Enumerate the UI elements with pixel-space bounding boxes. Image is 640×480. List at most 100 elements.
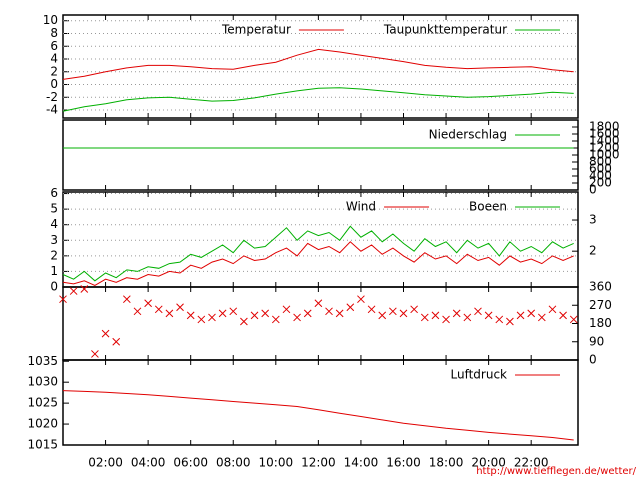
wind-direction-point — [133, 307, 142, 316]
series-line — [62, 390, 574, 441]
wind-direction-point — [59, 295, 67, 304]
wind-direction-point — [367, 305, 376, 314]
legend-label: Niederschlag — [429, 128, 507, 142]
y-tick-label: -2 — [46, 90, 58, 104]
wind-direction-point — [495, 315, 504, 324]
y-tick-label: 4 — [50, 217, 58, 231]
y-tick-label: 1035 — [27, 354, 58, 368]
wind-direction-point — [176, 303, 184, 312]
wind-direction-point — [218, 309, 227, 318]
y2-tick-label: 200 — [589, 176, 612, 190]
wind-direction-point — [537, 313, 546, 322]
x-tick-label: 10:00 — [259, 456, 294, 470]
y-tick-label: 1030 — [27, 375, 58, 389]
wind-direction-point — [463, 313, 472, 322]
wind-direction-point — [389, 307, 397, 316]
legend-label: Luftdruck — [450, 368, 507, 382]
wind-direction-point — [229, 307, 238, 316]
y2-tick-label: 1600 — [589, 127, 620, 141]
wind-direction-point — [122, 295, 131, 304]
x-tick-label: 16:00 — [386, 456, 421, 470]
y2-tick-label: 800 — [589, 155, 612, 169]
wind-direction-point — [484, 311, 493, 320]
y2-tick-label: 1400 — [589, 134, 620, 148]
series-line — [62, 241, 574, 286]
wind-direction-point — [325, 307, 333, 316]
y-tick-label: 4 — [50, 52, 58, 66]
wind-direction-point — [293, 313, 301, 322]
wind-direction-point — [335, 309, 344, 318]
y-tick-label: 8 — [50, 26, 58, 40]
wind-direction-point — [80, 285, 89, 293]
wind-direction-point — [112, 337, 121, 346]
series-line — [62, 87, 574, 112]
wind-direction-point — [548, 305, 557, 314]
x-tick-label: 18:00 — [429, 456, 464, 470]
wind-direction-point — [101, 329, 110, 338]
y-tick-label: 5 — [50, 202, 58, 216]
wind-direction-point — [303, 309, 312, 318]
wind-direction-point — [346, 303, 355, 312]
y-tick-label: -4 — [46, 103, 58, 117]
wind-direction-point — [442, 315, 450, 324]
series-line — [62, 225, 574, 282]
wind-direction-point — [357, 295, 365, 304]
wind-direction-point — [474, 307, 482, 316]
y2-tick-label: 0 — [589, 183, 597, 197]
wind-direction-point — [250, 311, 259, 320]
wind-direction-point — [527, 309, 536, 318]
wind-direction-point — [165, 309, 174, 318]
panel-frame — [62, 14, 579, 119]
footer-url: http://www.tiefflegen.de/wetter/ — [476, 466, 636, 477]
y-tick-label: 1020 — [27, 417, 58, 431]
wind-direction-point — [420, 313, 429, 322]
y2-tick-label: 1200 — [589, 141, 620, 155]
y-tick-label: 1 — [50, 264, 58, 278]
x-tick-label: 02:00 — [88, 456, 123, 470]
y2-tick-label: 400 — [589, 169, 612, 183]
x-tick-label: 20:00 — [471, 456, 506, 470]
x-tick-label: 12:00 — [301, 456, 336, 470]
y-tick-label: 0 — [50, 77, 58, 91]
x-tick-label: 04:00 — [131, 456, 166, 470]
y2-tick-label: 360 — [589, 280, 612, 294]
x-tick-label: 06:00 — [173, 456, 208, 470]
legend-label: Wind — [346, 200, 376, 214]
wind-direction-point — [559, 311, 567, 320]
y2-tick-label: 180 — [589, 316, 612, 330]
y-tick-label: 0 — [50, 280, 58, 294]
wind-direction-point — [186, 311, 195, 320]
y2-tick-label: 600 — [589, 162, 612, 176]
wind-direction-point — [569, 315, 578, 324]
y2-tick-label: 90 — [589, 334, 604, 348]
legend-label: Boeen — [469, 200, 507, 214]
wind-direction-point — [431, 311, 440, 320]
y-tick-label: 10 — [43, 13, 58, 27]
y2-tick-label: 1000 — [589, 148, 620, 162]
y2-tick-label: 270 — [589, 298, 612, 312]
wind-direction-point — [452, 309, 461, 318]
wind-direction-point — [516, 311, 525, 320]
x-tick-label: 14:00 — [344, 456, 379, 470]
y2-tick-label: 2 — [589, 244, 597, 258]
wind-direction-point — [208, 313, 216, 322]
wind-direction-point — [91, 350, 99, 358]
panel-frame — [62, 359, 579, 446]
series-line — [62, 48, 574, 80]
legend-label: Taupunkttemperatur — [383, 23, 507, 37]
wind-direction-point — [69, 287, 78, 295]
wind-direction-point — [271, 315, 280, 324]
legend-label: Temperatur — [221, 23, 291, 37]
wind-direction-point — [261, 309, 270, 318]
panel-frame — [62, 286, 579, 361]
y2-tick-label: 3 — [589, 213, 597, 227]
wind-direction-point — [240, 317, 248, 326]
wind-direction-point — [282, 305, 291, 314]
y-tick-label: 1025 — [27, 396, 58, 410]
wind-direction-point — [410, 305, 418, 314]
y2-tick-label: 1800 — [589, 120, 620, 134]
wind-direction-point — [506, 317, 514, 326]
wind-direction-point — [314, 299, 323, 308]
x-tick-label: 08:00 — [216, 456, 251, 470]
